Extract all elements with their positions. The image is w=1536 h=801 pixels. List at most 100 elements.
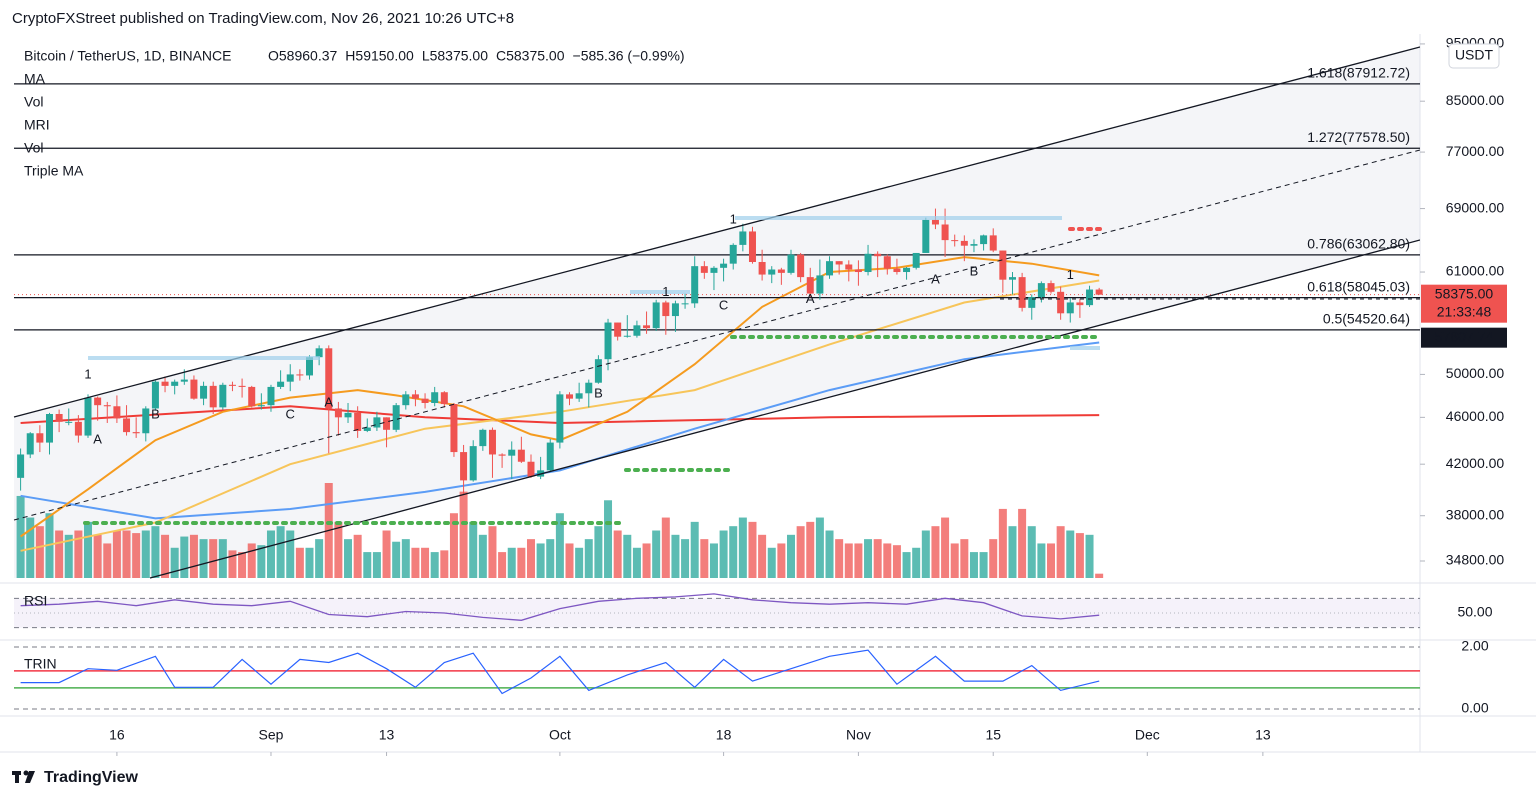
volume-bar	[122, 530, 131, 578]
candle-body	[1037, 283, 1045, 298]
pattern-label: A	[324, 394, 333, 409]
x-tick-label: Nov	[846, 727, 871, 743]
volume-bar	[960, 539, 969, 578]
candle-body	[411, 394, 419, 399]
candle-body	[768, 269, 776, 275]
volume-bar	[1056, 526, 1065, 578]
candle-body	[585, 382, 593, 394]
rsi-band-fill	[14, 598, 1420, 628]
candle-body	[1076, 302, 1084, 306]
candle-body	[286, 374, 294, 382]
volume-bar	[440, 550, 449, 578]
candle-body	[903, 267, 911, 273]
volume-bar	[950, 543, 959, 578]
candle-body	[1018, 277, 1026, 308]
candle-body	[103, 405, 111, 407]
volume-bar	[382, 530, 391, 578]
candle-body	[209, 385, 217, 408]
candle-body	[469, 446, 477, 481]
ohlc-value: O58960.37	[268, 48, 337, 64]
candle-body	[219, 384, 227, 408]
candle-body	[960, 240, 968, 246]
channel-fill	[14, 47, 1420, 578]
indicator-name: Vol	[24, 140, 43, 156]
candle-body	[180, 379, 188, 382]
candle-body	[508, 449, 516, 456]
logo-mark	[25, 771, 35, 783]
volume-bar	[247, 543, 256, 578]
candle-body	[479, 429, 487, 447]
candle-body	[354, 412, 362, 431]
volume-bar	[787, 534, 795, 578]
candle-body	[835, 261, 843, 265]
volume-bar	[902, 552, 911, 578]
candle-body	[267, 386, 275, 406]
volume-bar	[295, 547, 304, 578]
candle-body	[594, 359, 602, 383]
x-tick-label: 18	[716, 727, 732, 743]
volume-bar	[430, 552, 439, 578]
volume-bar	[228, 550, 237, 578]
fib-label: 0.618(58045.03)	[1307, 278, 1410, 294]
volume-bar	[286, 530, 295, 578]
crosshair-tag	[1421, 327, 1507, 348]
candle-body	[575, 393, 583, 399]
candle-body	[546, 442, 554, 471]
candle-body	[26, 433, 34, 455]
volume-bar	[517, 547, 526, 578]
volume-bar	[758, 534, 767, 578]
pattern-label: 1	[662, 284, 669, 299]
volume-bar	[815, 517, 824, 578]
x-tick-label: Sep	[259, 727, 284, 743]
candle-body	[643, 325, 651, 329]
candle-body	[874, 253, 882, 257]
candle-body	[45, 413, 53, 443]
candle-body	[633, 325, 641, 336]
candle-body	[970, 244, 978, 246]
candle-body	[951, 240, 959, 242]
ohlc-value: −585.36 (−0.99%)	[573, 48, 685, 64]
rsi-line	[20, 593, 1100, 621]
candle-body	[604, 322, 612, 360]
candle-body	[931, 219, 939, 225]
volume-bar	[748, 521, 757, 578]
candle-body	[623, 335, 631, 337]
channel-lower	[149, 239, 1420, 579]
candle-body	[1086, 289, 1094, 306]
y-tick-label: 38000.00	[1446, 506, 1505, 522]
candle-body	[816, 275, 824, 294]
currency-box	[1448, 43, 1500, 69]
candle-body	[74, 421, 82, 436]
volume-bar	[401, 539, 410, 578]
candle-body	[527, 461, 535, 477]
volume-bar	[392, 541, 401, 578]
candle-body	[325, 348, 333, 409]
volume-bar	[257, 545, 266, 578]
volume-bar	[16, 495, 25, 578]
volume-bar	[1095, 573, 1104, 578]
candle-body	[989, 235, 997, 251]
candle-body	[94, 397, 102, 406]
volume-bar	[777, 543, 786, 578]
drawings	[13, 46, 1420, 579]
volume-bar	[1066, 530, 1075, 578]
volume-bar	[661, 517, 670, 578]
volume-bar	[844, 543, 853, 578]
volume-bar	[998, 508, 1007, 578]
logo: TradingView	[12, 769, 139, 786]
rsi-name: RSI	[24, 593, 47, 609]
rsi-tick-label: 50.00	[1457, 604, 1492, 620]
indicator-name: MA	[24, 71, 46, 87]
fib-label: 1.618(87912.72)	[1307, 65, 1410, 81]
volume-bar	[681, 539, 690, 578]
candle-body	[296, 374, 304, 376]
volume-bar	[161, 534, 170, 578]
volume-bar	[74, 530, 83, 578]
trin-tick-label: 2.00	[1461, 638, 1488, 654]
trin-line	[20, 649, 1100, 695]
volume-bar	[112, 530, 121, 578]
indicator-name: MRI	[24, 117, 50, 133]
volume-bar	[729, 526, 738, 578]
volume-bar	[35, 526, 44, 578]
